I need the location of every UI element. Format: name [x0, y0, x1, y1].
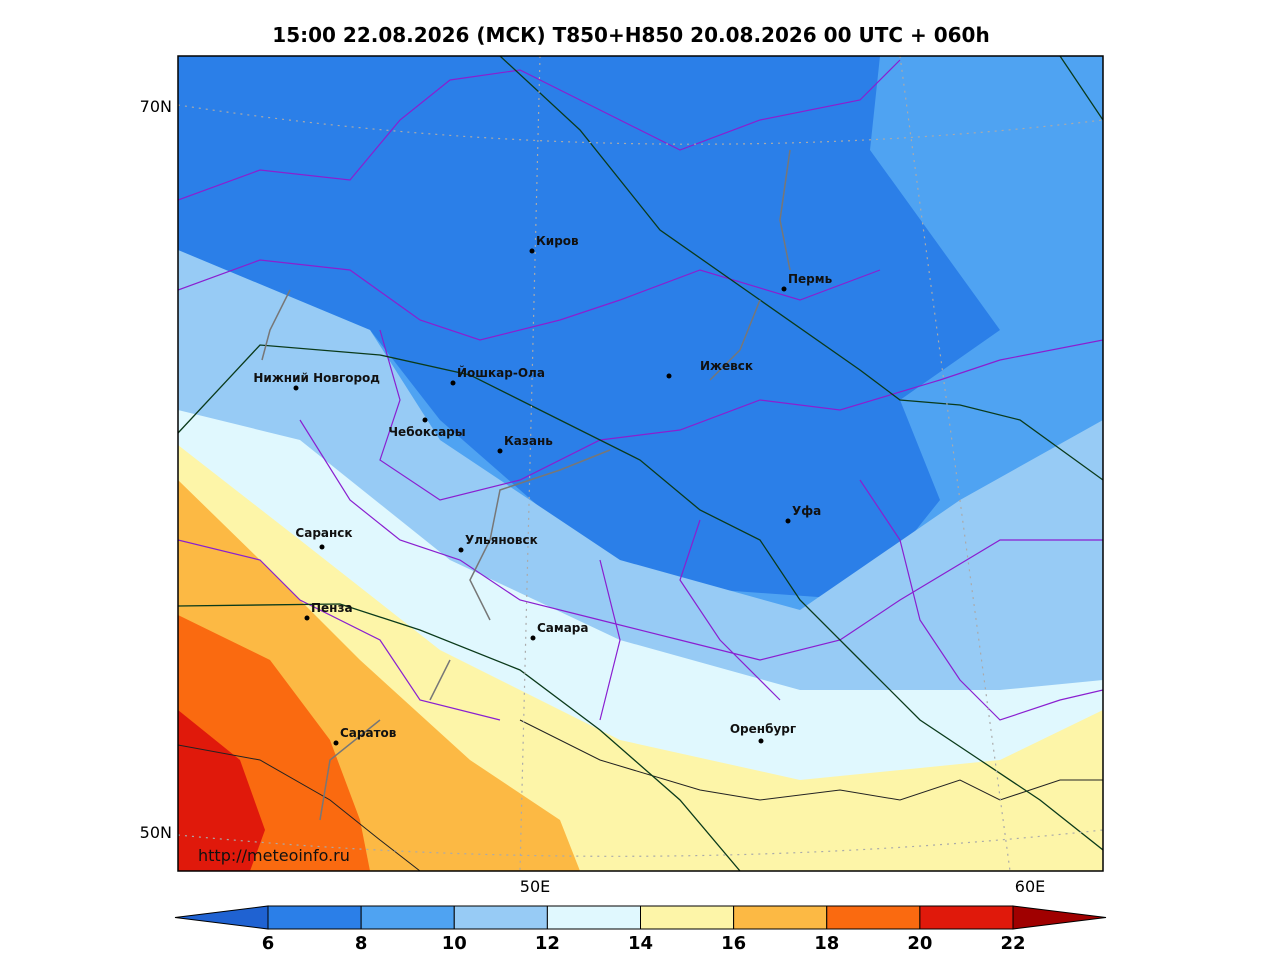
city-label: Чебоксары	[388, 425, 465, 439]
city-dot	[333, 740, 339, 746]
city-label: Уфа	[792, 504, 821, 518]
colorbar-box	[546, 905, 641, 930]
colorbar: 6 8 10 12 14 16 18 20 22	[174, 905, 1107, 954]
city-dot	[422, 417, 428, 423]
colorbar-box	[919, 905, 1014, 930]
source-url: http://meteoinfo.ru	[198, 846, 350, 865]
temperature-field	[178, 56, 1103, 871]
city-dot	[450, 380, 456, 386]
city-label: Оренбург	[730, 722, 796, 736]
colorbar-box	[640, 905, 735, 930]
colorbar-box	[453, 905, 548, 930]
colorbar-arrow	[1012, 905, 1107, 930]
cities: Киров Пермь Нижний Новгород Йошкар-Ола Ижевс…	[253, 234, 833, 746]
colorbar-tick-label: 14	[628, 933, 653, 954]
colorbar-tick-label: 10	[442, 933, 467, 954]
city-label: Саранск	[295, 526, 352, 540]
city-dot	[304, 615, 310, 621]
city-dot	[758, 738, 764, 744]
city-label: Казань	[504, 434, 553, 448]
colorbar-tick-label: 8	[355, 933, 368, 954]
lat-label: 70N	[140, 97, 172, 116]
city-label: Ульяновск	[465, 533, 538, 547]
colorbar-tick-label: 18	[814, 933, 839, 954]
city-dot	[293, 385, 299, 391]
city-label: Саратов	[340, 726, 397, 740]
colorbar-tick-label: 20	[907, 933, 932, 954]
field-band	[178, 56, 1000, 600]
colorbar-arrow	[174, 905, 269, 930]
field-band	[178, 710, 265, 871]
colorbar-box	[826, 905, 921, 930]
city-label: Нижний Новгород	[253, 371, 380, 385]
lat-label: 50N	[140, 823, 172, 842]
colorbar-box	[267, 905, 362, 930]
city-dot	[497, 448, 503, 454]
city-dot	[785, 518, 791, 524]
city-label: Пенза	[311, 601, 353, 615]
city-label: Йошкар-Ола	[457, 365, 545, 380]
colorbar-tick-label: 22	[1000, 933, 1025, 954]
colorbar-box	[360, 905, 455, 930]
city-label: Киров	[536, 234, 579, 248]
city-label: Самара	[537, 621, 589, 635]
colorbar-tick-label: 16	[721, 933, 746, 954]
city-dot	[458, 547, 464, 553]
colorbar-box	[733, 905, 828, 930]
borders	[178, 56, 1103, 871]
city-label: Ижевск	[700, 359, 753, 373]
colorbar-tick-label: 6	[262, 933, 275, 954]
city-dot	[319, 544, 325, 550]
city-label: Пермь	[788, 272, 833, 286]
title: 15:00 22.08.2026 (МСК) T850+H850 20.08.2…	[272, 23, 989, 47]
city-dot	[529, 248, 535, 254]
lon-label: 60E	[1015, 877, 1045, 896]
city-dot	[666, 373, 672, 379]
colorbar-tick-label: 12	[535, 933, 560, 954]
city-dot	[781, 286, 787, 292]
lon-label: 50E	[520, 877, 550, 896]
map-frame	[177, 55, 1104, 872]
city-dot	[530, 635, 536, 641]
